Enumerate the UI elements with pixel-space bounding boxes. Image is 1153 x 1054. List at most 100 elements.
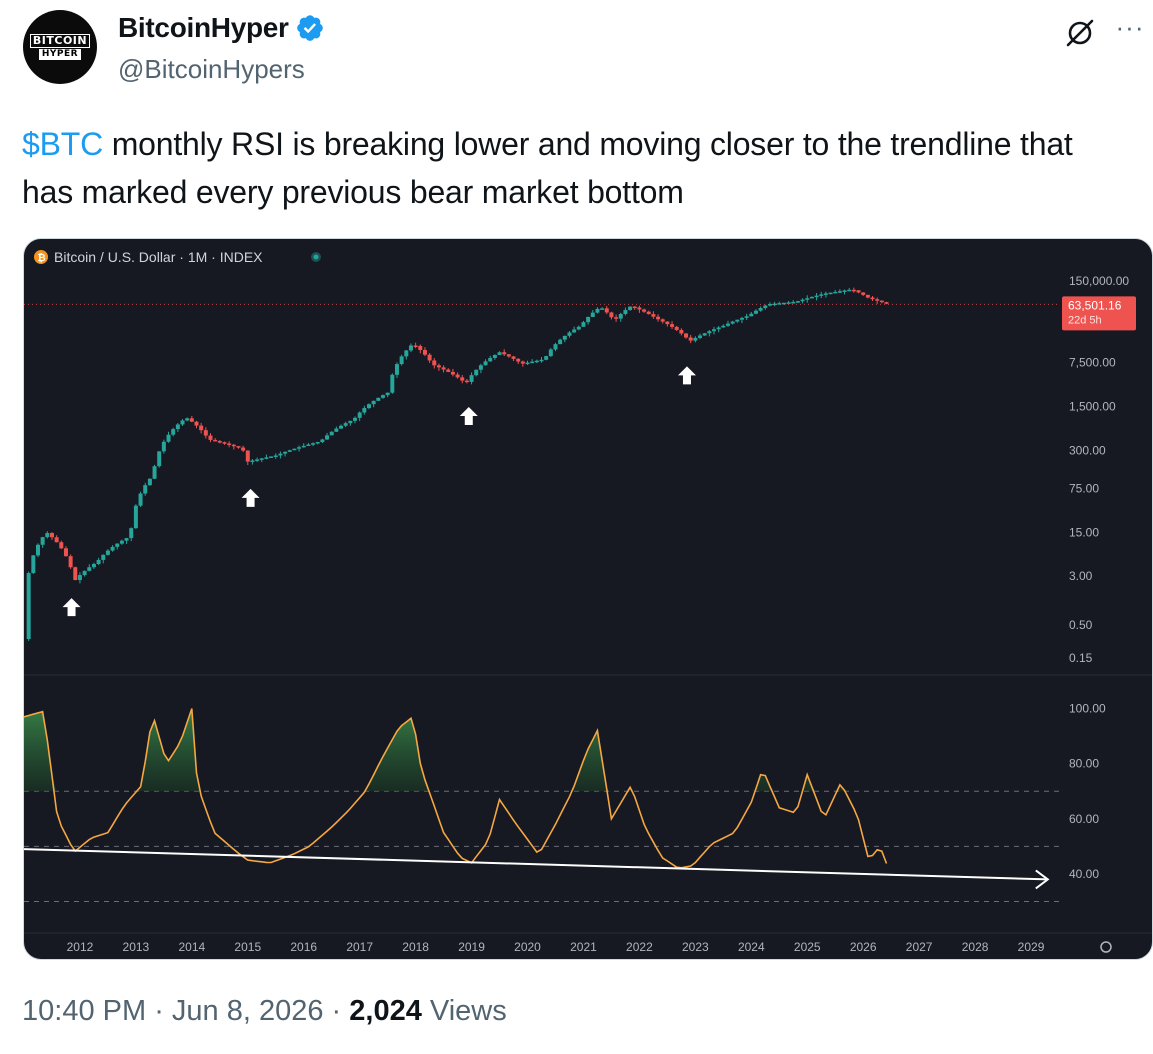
candle-body [735,319,740,322]
candle-body [441,367,446,370]
candle-body [101,554,106,560]
candle-body [115,543,120,547]
candle-body [478,365,483,370]
candle-body [553,344,558,350]
candle-body [45,533,50,538]
candle-body [357,412,362,418]
candle-body [334,428,339,432]
chart-image[interactable]: 150,000.00 7,500.00 1,500.00 300.00 75.00 15.… [23,238,1153,960]
candle-body [362,408,367,413]
candle-body [380,395,385,398]
btc-rsi-chart: 150,000.00 7,500.00 1,500.00 300.00 75.00 15.… [24,249,1152,954]
candle-body [348,420,353,424]
candle-body [502,352,507,355]
year-label: 2016 [290,940,317,954]
price-axis-label: 300.00 [1069,444,1106,458]
rsi-axis-label: 60.00 [1069,812,1099,826]
candle-body [791,301,796,304]
candle-body [227,443,232,445]
candle-body [171,429,176,435]
candle-body [581,322,586,327]
candle-body [879,300,884,303]
tweet-date[interactable]: Jun 8, 2026 [171,995,324,1027]
year-label: 2017 [346,940,373,954]
candle-body [530,361,535,364]
candle-body [497,352,502,355]
candle-body [548,349,553,357]
candle-body [404,350,409,357]
candle-body [311,443,316,445]
candle-body [558,339,563,345]
candle-body [847,289,852,292]
candle-body [809,296,814,299]
candle-body [189,418,194,422]
candle-body [730,321,735,324]
year-label: 2018 [402,940,429,954]
candle-body [628,306,633,311]
price-axis-label: 15.00 [1069,525,1099,539]
candle-body [609,312,614,318]
candle-body [185,418,190,421]
candle-body [460,377,465,381]
candle-body [642,309,647,312]
candle-body [875,299,880,301]
candle-body [436,365,441,368]
candle-body [385,392,390,396]
candle-body [422,349,427,355]
candle-body [222,442,227,444]
candle-body [884,302,889,304]
candle-body [674,326,679,330]
price-tag-value: 63,501.16 [1068,298,1122,312]
avatar-line2: HYPER [38,49,82,60]
candle-body [833,291,838,294]
more-options-icon[interactable]: ··· [1115,12,1145,42]
author-display-name[interactable]: BitcoinHyper [118,12,289,43]
candle-body [767,304,772,306]
candle-body [315,442,320,444]
grok-icon[interactable] [1063,16,1097,50]
candle-body [63,548,68,557]
candle-body [250,460,255,462]
candle-body [35,544,40,556]
candle-body [534,360,539,363]
candle-body [576,326,581,330]
candle-body [679,329,684,334]
candle-body [283,451,288,454]
candle-body [31,555,36,574]
bitcoin-logo-icon [34,250,48,264]
candle-body [124,538,129,541]
candle-body [264,457,269,459]
candle-body [739,317,744,320]
candle-body [297,447,302,449]
year-label: 2015 [234,940,261,954]
tweet-time[interactable]: 10:40 PM [22,995,147,1027]
candle-body [520,361,525,364]
rsi-axis-label: 80.00 [1069,757,1099,771]
price-axis-label: 7,500.00 [1069,356,1116,370]
price-axis-label: 150,000.00 [1069,274,1129,288]
candle-body [712,329,716,332]
candle-body [464,380,469,383]
price-axis-label: 0.15 [1069,651,1093,665]
candle-body [511,356,516,359]
author-handle[interactable]: @BitcoinHypers [118,54,305,84]
avatar[interactable]: BITCOIN HYPER [23,10,97,84]
candle-body [567,332,572,336]
price-axis-label: 3.00 [1069,569,1093,583]
year-label: 2029 [1018,940,1045,954]
year-label: 2024 [738,940,765,954]
candle-body [40,537,45,545]
candle-body [77,575,82,581]
year-label: 2025 [794,940,821,954]
candle-body [702,333,707,336]
candle-body [725,323,730,326]
candle-body [339,425,344,429]
candle-body [432,360,437,366]
candle-body [138,493,143,506]
candle-body [129,528,134,539]
cashtag-link[interactable]: $BTC [22,126,103,162]
candle-body [73,567,78,581]
candle-body [87,567,92,571]
candle-body [110,546,115,551]
candle-body [199,425,204,431]
